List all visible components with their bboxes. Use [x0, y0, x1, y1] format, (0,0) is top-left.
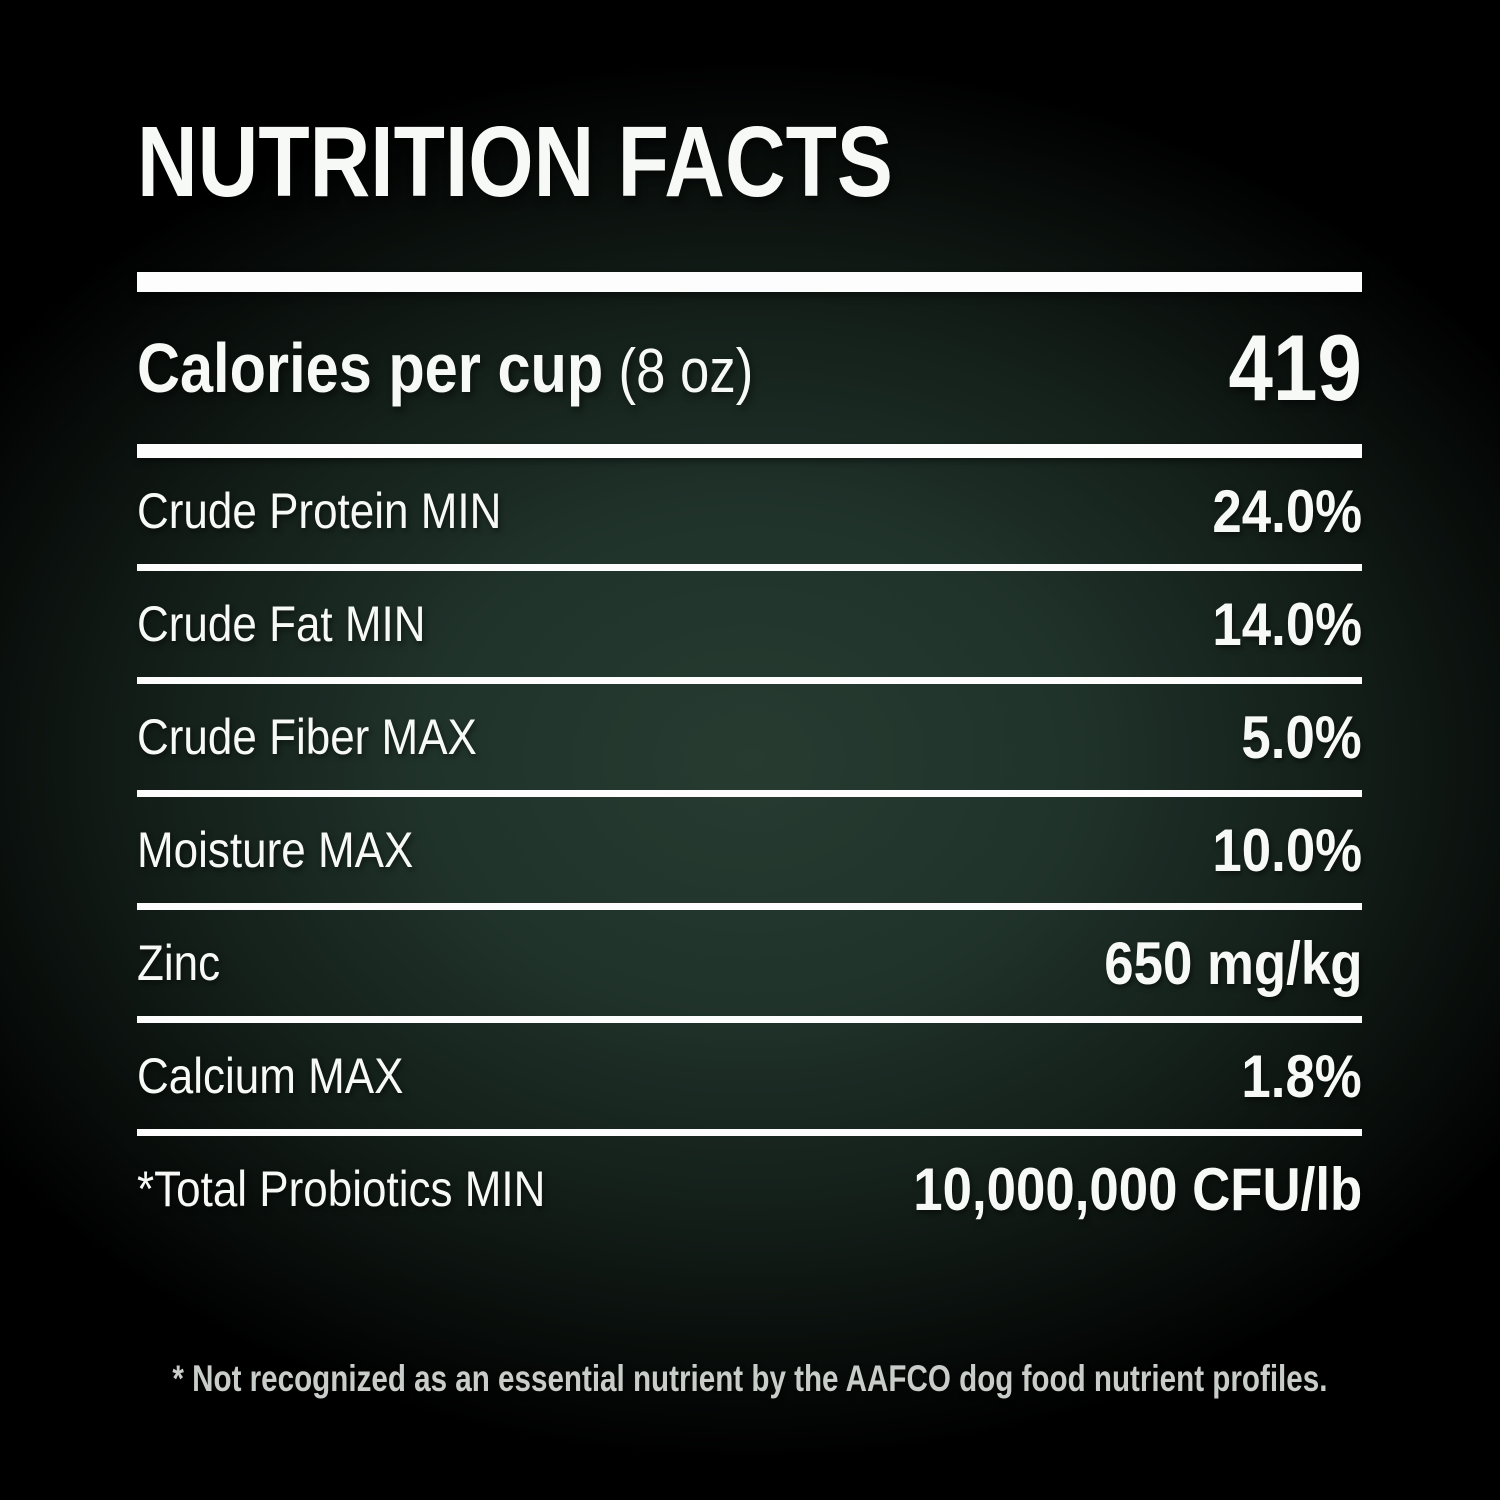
nutrient-table: Crude Protein MIN 24.0% Crude Fat MIN 14…	[137, 458, 1362, 1242]
footnote-container: * Not recognized as an essential nutrien…	[0, 1358, 1500, 1400]
table-row: Zinc 650 mg/kg	[137, 910, 1362, 1023]
table-row: *Total Probiotics MIN 10,000,000 CFU/lb	[137, 1136, 1362, 1242]
nutrient-value: 10.0%	[1212, 816, 1362, 884]
calories-label-group: Calories per cup (8 oz)	[137, 328, 753, 408]
calories-value: 419	[1228, 315, 1362, 420]
divider-thick	[137, 272, 1362, 292]
calories-serving-size: (8 oz)	[618, 337, 754, 406]
nutrient-label: *Total Probiotics MIN	[137, 1161, 546, 1217]
nutrient-label: Zinc	[137, 935, 221, 991]
footnote-text: * Not recognized as an essential nutrien…	[172, 1358, 1328, 1399]
nutrition-facts-panel: NUTRITION FACTS Calories per cup (8 oz) …	[137, 0, 1362, 1242]
table-row: Crude Protein MIN 24.0%	[137, 458, 1362, 571]
nutrient-label: Crude Fat MIN	[137, 596, 426, 652]
table-row: Calcium MAX 1.8%	[137, 1023, 1362, 1136]
nutrient-label: Crude Fiber MAX	[137, 709, 477, 765]
nutrient-label: Crude Protein MIN	[137, 483, 502, 539]
calories-label: Calories per cup	[137, 329, 604, 407]
page-title: NUTRITION FACTS	[137, 106, 893, 218]
nutrient-value: 5.0%	[1241, 703, 1362, 771]
nutrient-value: 10,000,000 CFU/lb	[912, 1155, 1362, 1223]
calories-row: Calories per cup (8 oz) 419	[137, 292, 1362, 444]
nutrient-value: 14.0%	[1212, 590, 1362, 658]
table-row: Crude Fat MIN 14.0%	[137, 571, 1362, 684]
divider-medium	[137, 444, 1362, 458]
nutrient-value: 1.8%	[1241, 1042, 1362, 1110]
nutrient-value: 650 mg/kg	[1103, 929, 1362, 997]
nutrient-label: Moisture MAX	[137, 822, 414, 878]
table-row: Crude Fiber MAX 5.0%	[137, 684, 1362, 797]
table-row: Moisture MAX 10.0%	[137, 797, 1362, 910]
nutrient-value: 24.0%	[1212, 477, 1362, 545]
nutrient-label: Calcium MAX	[137, 1048, 404, 1104]
